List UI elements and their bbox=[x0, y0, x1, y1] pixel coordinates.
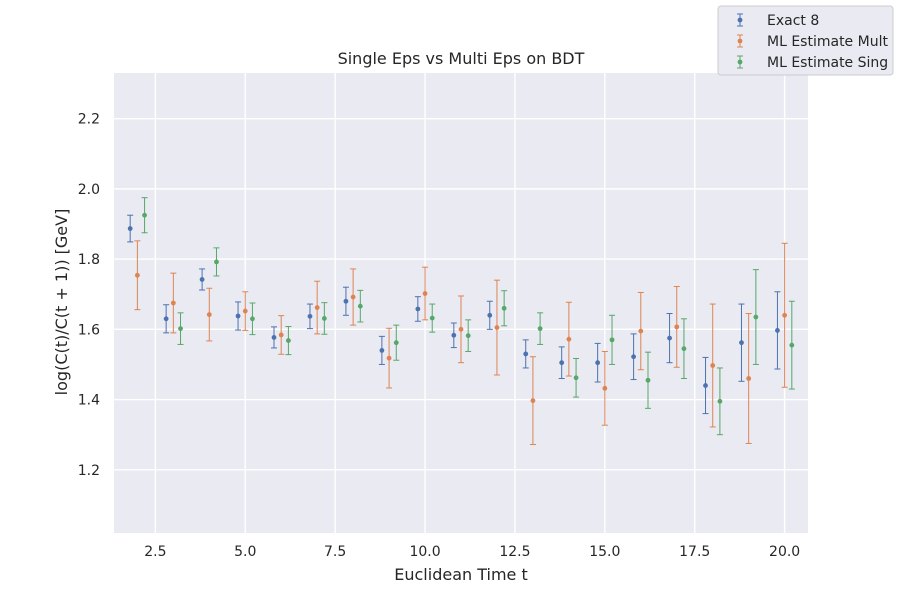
data-point bbox=[573, 375, 579, 381]
data-point bbox=[638, 328, 644, 334]
legend-marker-point bbox=[737, 17, 743, 23]
legend-label: ML Estimate Mult bbox=[767, 34, 888, 50]
data-point bbox=[566, 336, 572, 342]
data-point bbox=[717, 398, 723, 404]
data-point bbox=[199, 277, 205, 282]
data-point bbox=[703, 383, 708, 388]
data-point bbox=[609, 337, 615, 343]
data-point bbox=[530, 398, 536, 404]
data-point bbox=[422, 291, 428, 296]
data-point bbox=[487, 312, 493, 318]
x-tick-label: 15.0 bbox=[589, 544, 620, 560]
data-point bbox=[789, 342, 795, 348]
x-tick-label: 10.0 bbox=[409, 544, 440, 560]
data-point bbox=[350, 294, 356, 300]
x-tick-label: 20.0 bbox=[769, 544, 800, 560]
data-point bbox=[214, 259, 219, 265]
data-point bbox=[271, 335, 277, 340]
data-point bbox=[645, 377, 651, 383]
data-point bbox=[357, 303, 363, 309]
data-point bbox=[501, 305, 507, 311]
data-point bbox=[451, 332, 457, 338]
data-point bbox=[746, 376, 752, 381]
data-point bbox=[307, 313, 313, 319]
x-axis-title: Euclidean Time t bbox=[394, 565, 527, 584]
y-tick-label: 1.8 bbox=[78, 252, 100, 268]
legend-marker-point bbox=[737, 59, 743, 65]
data-point bbox=[415, 306, 421, 312]
data-point bbox=[674, 324, 680, 330]
series-2 bbox=[141, 197, 795, 436]
legend-label: Exact 8 bbox=[767, 13, 819, 29]
data-point bbox=[235, 313, 241, 319]
ticks: 2.5 5.0 7.5 10.0 12.5 15.0 17.5 20.0 1.2 1.4 1.6 1.… bbox=[78, 112, 800, 560]
data-point bbox=[595, 360, 601, 366]
y-axis-title: log(C(t)/C(t + 1)) [GeV] bbox=[52, 209, 71, 396]
data-point bbox=[782, 312, 788, 318]
x-tick-label: 12.5 bbox=[499, 544, 530, 560]
data-point bbox=[465, 333, 471, 339]
series-1 bbox=[134, 240, 788, 446]
legend-item-0: Exact 8 bbox=[737, 13, 819, 29]
data-point bbox=[242, 308, 248, 314]
y-axis-title-text: log(C(t)/C(t + 1)) [GeV] bbox=[52, 209, 71, 396]
data-point bbox=[343, 298, 349, 304]
x-tick-label: 7.5 bbox=[324, 544, 346, 560]
data-point bbox=[142, 212, 147, 218]
y-tick-label: 2.0 bbox=[78, 182, 100, 198]
y-tick-label: 2.2 bbox=[78, 112, 100, 128]
data-point bbox=[250, 316, 255, 322]
data-point bbox=[163, 316, 169, 322]
x-tick-label: 5.0 bbox=[234, 544, 256, 560]
series-layer bbox=[127, 197, 795, 446]
legend-box bbox=[717, 5, 894, 76]
data-point bbox=[537, 326, 543, 332]
data-point bbox=[667, 335, 672, 341]
data-point bbox=[631, 354, 637, 360]
data-point bbox=[739, 340, 744, 346]
data-point bbox=[602, 385, 608, 391]
data-point bbox=[559, 360, 565, 366]
data-point bbox=[314, 305, 320, 310]
data-point bbox=[178, 326, 183, 332]
x-axis-title-text: Euclidean Time t bbox=[394, 565, 527, 584]
data-point bbox=[278, 332, 284, 338]
y-tick-label: 1.6 bbox=[78, 322, 100, 338]
series-0 bbox=[127, 214, 781, 415]
data-point bbox=[523, 351, 529, 357]
data-point bbox=[206, 312, 212, 317]
legend: Exact 8 ML Estimate Mult ML Estimate Sing bbox=[717, 5, 894, 76]
data-point bbox=[710, 363, 716, 368]
x-tick-label: 2.5 bbox=[144, 544, 166, 560]
data-point bbox=[494, 325, 500, 330]
data-point bbox=[379, 348, 385, 353]
data-point bbox=[321, 316, 327, 321]
x-tick-label: 17.5 bbox=[679, 544, 710, 560]
legend-marker-point bbox=[737, 38, 743, 44]
legend-item-1: ML Estimate Mult bbox=[737, 34, 888, 50]
chart-title: Single Eps vs Multi Eps on BDT bbox=[338, 49, 585, 68]
data-point bbox=[393, 340, 399, 346]
data-point bbox=[753, 314, 759, 320]
y-tick-label: 1.4 bbox=[78, 393, 100, 409]
legend-label: ML Estimate Sing bbox=[767, 55, 888, 71]
data-point bbox=[285, 338, 291, 343]
data-point bbox=[458, 326, 464, 332]
y-tick-label: 1.2 bbox=[78, 463, 100, 479]
legend-item-2: ML Estimate Sing bbox=[737, 55, 888, 71]
data-point bbox=[127, 226, 133, 231]
data-point bbox=[775, 327, 780, 333]
data-point bbox=[429, 315, 435, 321]
data-point bbox=[170, 300, 176, 306]
data-point bbox=[134, 272, 140, 278]
data-point bbox=[386, 355, 392, 361]
data-point bbox=[681, 346, 687, 352]
